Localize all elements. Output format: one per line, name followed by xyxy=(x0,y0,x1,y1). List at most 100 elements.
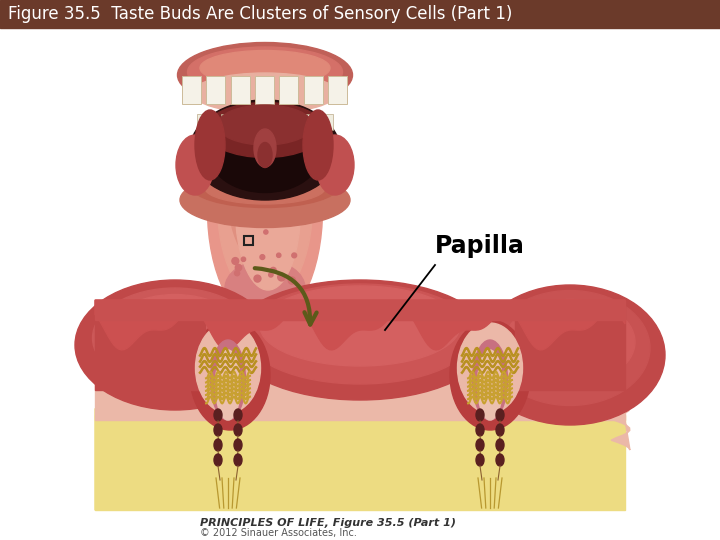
Ellipse shape xyxy=(243,192,249,198)
Ellipse shape xyxy=(270,267,276,273)
Ellipse shape xyxy=(207,95,323,325)
Ellipse shape xyxy=(210,340,246,420)
Ellipse shape xyxy=(274,154,282,161)
Ellipse shape xyxy=(476,424,484,436)
Ellipse shape xyxy=(244,158,249,164)
Bar xyxy=(255,76,274,104)
Ellipse shape xyxy=(187,47,343,97)
Ellipse shape xyxy=(496,454,504,466)
Ellipse shape xyxy=(205,172,325,204)
Ellipse shape xyxy=(92,288,258,388)
Ellipse shape xyxy=(278,273,285,281)
Ellipse shape xyxy=(234,439,242,451)
Ellipse shape xyxy=(178,43,353,107)
Ellipse shape xyxy=(214,424,222,436)
Ellipse shape xyxy=(190,100,340,200)
Bar xyxy=(220,114,236,130)
Ellipse shape xyxy=(235,130,300,290)
Bar xyxy=(304,76,323,104)
Ellipse shape xyxy=(217,107,312,302)
Ellipse shape xyxy=(496,424,504,436)
Ellipse shape xyxy=(196,323,261,413)
Ellipse shape xyxy=(210,118,320,192)
Ellipse shape xyxy=(255,187,262,194)
Bar xyxy=(328,76,347,104)
Ellipse shape xyxy=(258,190,264,196)
Ellipse shape xyxy=(190,163,340,207)
Ellipse shape xyxy=(254,275,261,282)
Bar xyxy=(279,76,298,104)
Ellipse shape xyxy=(496,439,504,451)
Ellipse shape xyxy=(225,260,305,315)
Ellipse shape xyxy=(214,454,222,466)
Ellipse shape xyxy=(476,454,484,466)
Ellipse shape xyxy=(269,175,274,179)
Bar xyxy=(0,0,720,28)
Ellipse shape xyxy=(288,277,295,284)
Ellipse shape xyxy=(269,273,273,277)
Ellipse shape xyxy=(180,172,350,227)
Bar xyxy=(245,114,261,130)
Bar xyxy=(207,76,225,104)
Ellipse shape xyxy=(234,424,242,436)
Ellipse shape xyxy=(228,112,302,267)
Ellipse shape xyxy=(260,255,265,260)
Ellipse shape xyxy=(476,409,484,421)
Ellipse shape xyxy=(253,188,259,194)
Ellipse shape xyxy=(282,180,287,185)
Ellipse shape xyxy=(253,166,260,174)
Ellipse shape xyxy=(475,285,665,425)
Ellipse shape xyxy=(496,409,504,421)
Ellipse shape xyxy=(245,284,475,384)
Bar xyxy=(230,76,250,104)
Ellipse shape xyxy=(190,320,270,430)
Ellipse shape xyxy=(505,300,635,384)
Ellipse shape xyxy=(490,291,650,406)
Ellipse shape xyxy=(258,168,264,174)
Ellipse shape xyxy=(235,271,240,276)
Ellipse shape xyxy=(450,320,530,430)
Bar xyxy=(292,114,308,130)
Ellipse shape xyxy=(254,129,276,167)
Text: PRINCIPLES OF LIFE, Figure 35.5 (Part 1): PRINCIPLES OF LIFE, Figure 35.5 (Part 1) xyxy=(200,518,456,528)
Ellipse shape xyxy=(230,280,490,400)
Ellipse shape xyxy=(195,110,225,180)
Text: © 2012 Sinauer Associates, Inc.: © 2012 Sinauer Associates, Inc. xyxy=(200,528,357,538)
Ellipse shape xyxy=(303,110,333,180)
Bar xyxy=(197,114,212,130)
Ellipse shape xyxy=(276,253,281,258)
Polygon shape xyxy=(95,300,625,350)
Ellipse shape xyxy=(264,175,271,183)
Ellipse shape xyxy=(240,190,246,195)
Ellipse shape xyxy=(457,323,523,413)
Ellipse shape xyxy=(215,350,240,420)
Ellipse shape xyxy=(264,230,268,234)
Ellipse shape xyxy=(110,294,240,369)
Bar xyxy=(182,76,201,104)
Ellipse shape xyxy=(316,135,354,195)
Ellipse shape xyxy=(477,350,503,420)
Ellipse shape xyxy=(270,196,274,200)
Ellipse shape xyxy=(214,439,222,451)
Ellipse shape xyxy=(271,192,278,199)
Ellipse shape xyxy=(192,73,338,113)
Ellipse shape xyxy=(269,173,273,178)
Bar xyxy=(95,300,625,320)
Ellipse shape xyxy=(241,257,246,261)
Bar xyxy=(317,114,333,130)
Ellipse shape xyxy=(232,258,239,265)
Polygon shape xyxy=(95,400,625,510)
Ellipse shape xyxy=(292,253,297,258)
Bar xyxy=(95,300,205,390)
Text: Papilla: Papilla xyxy=(435,234,525,258)
Polygon shape xyxy=(95,415,625,510)
Ellipse shape xyxy=(214,409,222,421)
Bar xyxy=(515,300,625,390)
Ellipse shape xyxy=(205,103,325,158)
Ellipse shape xyxy=(234,454,242,466)
Ellipse shape xyxy=(258,143,272,167)
Ellipse shape xyxy=(217,105,312,145)
Ellipse shape xyxy=(250,194,257,201)
Bar xyxy=(243,235,253,245)
Ellipse shape xyxy=(176,135,214,195)
